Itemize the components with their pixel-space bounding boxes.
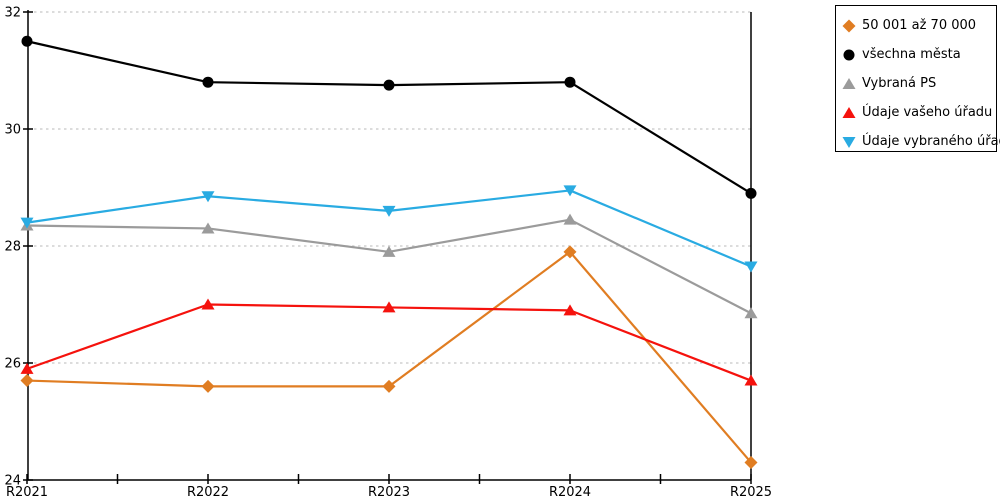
series-3 — [20, 298, 758, 386]
y-tick-label: 26 — [4, 357, 21, 372]
x-tick-label: R2021 — [6, 485, 48, 500]
legend-item-1[interactable]: všechna města — [836, 40, 996, 69]
series-3-marker — [201, 298, 215, 310]
x-tick-label: R2024 — [549, 485, 591, 500]
legend-item-label: Údaje vašeho úřadu — [862, 105, 993, 120]
series-0-marker — [20, 374, 34, 388]
chart-legend: 50 001 až 70 000 všechna města Vybraná PS Ú… — [835, 5, 1000, 152]
series-4 — [20, 185, 758, 273]
series-2-marker — [744, 307, 758, 319]
y-axis-ticks: 24 26 28 30 32 — [4, 6, 33, 489]
diamond-icon — [842, 19, 856, 32]
series-1-marker — [745, 187, 757, 199]
series-1-marker — [21, 35, 33, 47]
legend-item-label: Vybraná PS — [862, 76, 937, 91]
triangle-down-icon — [842, 136, 856, 148]
x-tick-label: R2023 — [368, 485, 410, 500]
series-3-line — [26, 303, 752, 382]
series-2-line — [26, 218, 752, 315]
series-1 — [21, 35, 757, 199]
x-axis-ticks: R2021 R2022 R2023 R2024 R2025 — [6, 474, 772, 500]
series-0 — [20, 245, 758, 469]
y-tick-label: 24 — [4, 474, 21, 489]
y-tick-label: 32 — [4, 6, 21, 21]
series-2-marker — [563, 213, 577, 225]
legend-item-label: 50 001 až 70 000 — [862, 18, 977, 33]
series-0-marker — [744, 455, 758, 469]
legend-item-0[interactable]: 50 001 až 70 000 — [836, 11, 996, 40]
series-1-marker — [564, 76, 576, 88]
legend-item-3[interactable]: Údaje vašeho úřadu — [836, 98, 996, 127]
series-3-marker — [20, 362, 34, 374]
series-3-marker — [382, 301, 396, 313]
triangle-up-icon — [842, 106, 856, 118]
series-1-marker — [383, 79, 395, 91]
series-3-marker — [563, 304, 577, 316]
legend-item-label: Údaje vybraného úřadu — [862, 134, 1000, 149]
series-1-marker — [202, 76, 214, 88]
series-0-marker — [563, 245, 577, 259]
series-4-marker — [201, 191, 215, 203]
series-2-marker — [201, 222, 215, 234]
legend-item-4[interactable]: Údaje vybraného úřadu — [836, 127, 1000, 156]
gridlines — [28, 11, 751, 364]
series-2-marker — [382, 245, 396, 257]
legend-item-2[interactable]: Vybraná PS — [836, 69, 996, 98]
series-1-line — [26, 40, 752, 195]
series-4-marker — [744, 261, 758, 273]
circle-icon — [843, 49, 855, 60]
y-tick-label: 28 — [4, 240, 21, 255]
x-tick-label: R2022 — [187, 485, 229, 500]
series-3-marker — [744, 374, 758, 386]
legend-item-label: všechna města — [862, 47, 961, 62]
x-tick-label: R2025 — [730, 485, 772, 500]
series-4-marker — [382, 205, 396, 217]
series-4-marker — [563, 185, 577, 197]
triangle-up-icon — [842, 77, 856, 89]
y-tick-label: 30 — [4, 123, 21, 138]
series-0-line — [26, 250, 752, 464]
series-4-marker — [20, 217, 34, 229]
series-0-marker — [201, 379, 215, 393]
series-0-marker — [382, 379, 396, 393]
